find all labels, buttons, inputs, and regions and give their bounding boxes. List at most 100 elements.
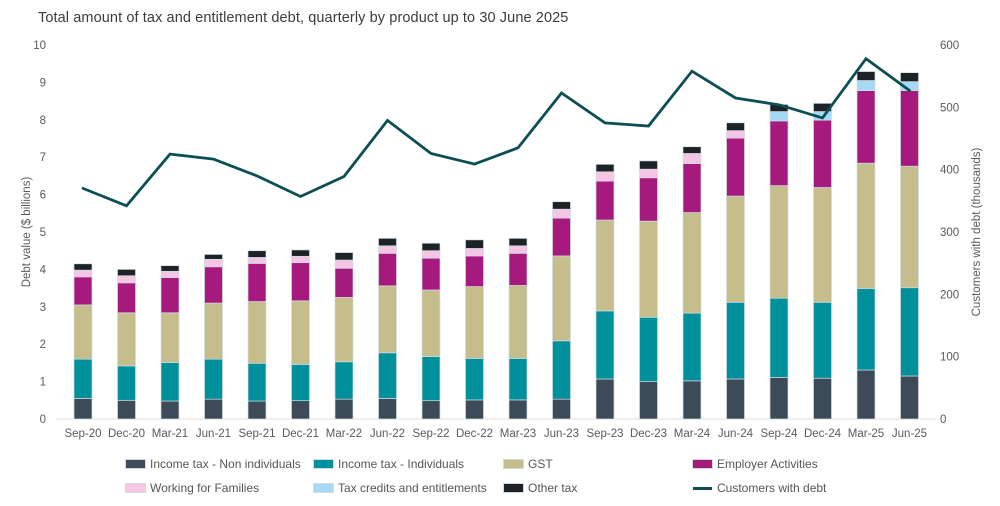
bar-segment bbox=[117, 282, 136, 314]
x-axis-label: Sep-23 bbox=[586, 428, 623, 440]
bar-segment bbox=[465, 286, 484, 359]
x-axis-label: Jun-23 bbox=[544, 428, 579, 440]
legend-swatch-icon bbox=[504, 460, 523, 468]
bar-segment bbox=[595, 163, 615, 173]
bar-segment bbox=[117, 365, 136, 401]
bar-segment bbox=[204, 254, 223, 260]
bar-segment bbox=[900, 287, 919, 377]
bar-segment bbox=[639, 168, 658, 179]
right-axis-tick: 600 bbox=[940, 40, 959, 52]
bar-segment bbox=[769, 297, 789, 378]
right-axis-tick: 400 bbox=[940, 165, 959, 177]
bar-segment bbox=[682, 380, 702, 420]
bar-segment bbox=[595, 171, 615, 182]
bar-segment bbox=[247, 257, 267, 264]
bar-segment bbox=[595, 378, 615, 420]
bar-segment bbox=[291, 400, 310, 420]
legend-swatch-icon bbox=[314, 484, 333, 492]
bar-segment bbox=[421, 242, 441, 252]
bar-segment bbox=[726, 301, 745, 380]
legend-swatch-icon bbox=[504, 484, 523, 492]
right-axis-title: Customers with debt (thousands) bbox=[971, 147, 983, 317]
left-axis-tick: 7 bbox=[40, 152, 46, 164]
bar-segment bbox=[334, 398, 354, 420]
bar-segment bbox=[73, 398, 93, 420]
bar-segment bbox=[552, 201, 571, 210]
bar-segment bbox=[247, 263, 267, 302]
bar-segment bbox=[639, 220, 658, 318]
bar-segment bbox=[334, 297, 354, 363]
x-axis-label: Mar-25 bbox=[848, 428, 884, 440]
bar-segment bbox=[291, 255, 310, 264]
bar-segment bbox=[813, 119, 832, 188]
bar-segment bbox=[508, 252, 528, 286]
bar-segment bbox=[465, 399, 484, 420]
bar-segment bbox=[204, 258, 223, 268]
legend-label: Income tax - Non individuals bbox=[150, 457, 301, 471]
left-axis-tick: 5 bbox=[40, 227, 46, 239]
bar-segment bbox=[769, 185, 789, 299]
bar-segment bbox=[726, 195, 745, 303]
bar-segment bbox=[421, 289, 441, 357]
bar-segment bbox=[160, 270, 180, 278]
bar-segment bbox=[856, 80, 876, 91]
bar-segment bbox=[378, 285, 397, 354]
bar-segment bbox=[856, 90, 876, 164]
bar-segment bbox=[595, 219, 615, 312]
bar-segment bbox=[813, 187, 832, 303]
left-axis-tick: 10 bbox=[33, 40, 46, 52]
x-axis-label: Mar-22 bbox=[326, 428, 362, 440]
bar-segment bbox=[508, 358, 528, 401]
bar-segment bbox=[204, 398, 223, 420]
bar-segment bbox=[334, 252, 354, 261]
bar-segment bbox=[682, 163, 702, 213]
x-axis-label: Dec-20 bbox=[108, 428, 145, 440]
bar-segment bbox=[639, 160, 658, 170]
bar-segment bbox=[769, 120, 789, 186]
bar-segment bbox=[247, 301, 267, 364]
legend-label: Tax credits and entitlements bbox=[338, 481, 487, 495]
bar-segment bbox=[378, 252, 397, 287]
bar-segment bbox=[552, 255, 571, 342]
legend-item-other-tax: Other tax bbox=[504, 480, 577, 496]
bar-segment bbox=[378, 238, 397, 247]
bar-segment bbox=[595, 180, 615, 221]
x-axis-label: Jun-22 bbox=[370, 428, 405, 440]
bar-segment bbox=[508, 238, 528, 247]
bar-segment bbox=[682, 312, 702, 382]
bar-segment bbox=[160, 400, 180, 420]
bar-segment bbox=[247, 250, 267, 258]
x-axis-label: Dec-23 bbox=[630, 428, 667, 440]
left-axis-tick: 6 bbox=[40, 190, 46, 202]
bar-segment bbox=[247, 362, 267, 402]
legend-label: Customers with debt bbox=[717, 481, 827, 495]
bar-segment bbox=[465, 239, 484, 249]
bar-segment bbox=[726, 130, 745, 139]
legend-swatch-icon bbox=[126, 460, 145, 468]
left-axis-tick: 8 bbox=[40, 115, 46, 127]
bar-segment bbox=[421, 400, 441, 420]
bar-segment bbox=[726, 137, 745, 197]
bar-segment bbox=[465, 248, 484, 257]
bar-segment bbox=[73, 263, 93, 271]
left-axis-tick: 2 bbox=[40, 339, 46, 351]
bar-segment bbox=[291, 262, 310, 302]
legend-label: Working for Families bbox=[150, 481, 260, 495]
x-axis-label: Jun-25 bbox=[892, 428, 927, 440]
x-axis-label: Mar-24 bbox=[674, 428, 711, 440]
bar-segment bbox=[639, 177, 658, 222]
bar-segment bbox=[378, 245, 397, 254]
bar-segment bbox=[682, 212, 702, 314]
legend-label: Other tax bbox=[528, 481, 578, 495]
bar-segment bbox=[73, 269, 93, 278]
bar-segment bbox=[247, 400, 267, 420]
bar-segment bbox=[334, 259, 354, 269]
legend-swatch-icon bbox=[126, 484, 145, 492]
left-axis-tick: 1 bbox=[40, 377, 46, 389]
bar-segment bbox=[421, 356, 441, 402]
bar-segment bbox=[73, 276, 93, 306]
bar-segment bbox=[160, 265, 180, 272]
stacked-bars bbox=[73, 71, 919, 420]
x-axis-label: Dec-24 bbox=[804, 428, 842, 440]
